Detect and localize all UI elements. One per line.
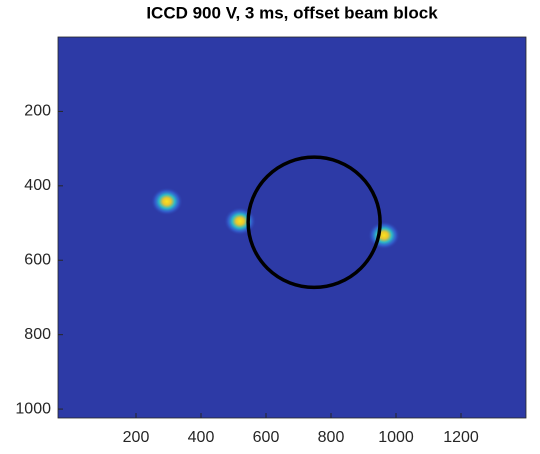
- y-tick-label: 400: [24, 177, 51, 194]
- bright-spot: [367, 221, 400, 250]
- bright-spot: [224, 207, 256, 236]
- bright-spot: [150, 187, 183, 216]
- x-tick-label: 200: [123, 429, 150, 446]
- x-tick-label: 400: [188, 429, 215, 446]
- chart-title: ICCD 900 V, 3 ms, offset beam block: [146, 3, 438, 22]
- x-tick-label: 600: [253, 429, 280, 446]
- y-tick-label: 200: [24, 103, 51, 120]
- x-tick-label: 1000: [378, 429, 414, 446]
- x-tick-label: 800: [318, 429, 345, 446]
- y-tick-label: 600: [24, 251, 51, 268]
- y-tick-label: 1000: [15, 400, 51, 417]
- y-tick-label: 800: [24, 326, 51, 343]
- x-tick-label: 1200: [443, 429, 479, 446]
- axes-box: [57, 36, 527, 419]
- image-background: [58, 37, 526, 418]
- beam-block-circle: [246, 155, 382, 290]
